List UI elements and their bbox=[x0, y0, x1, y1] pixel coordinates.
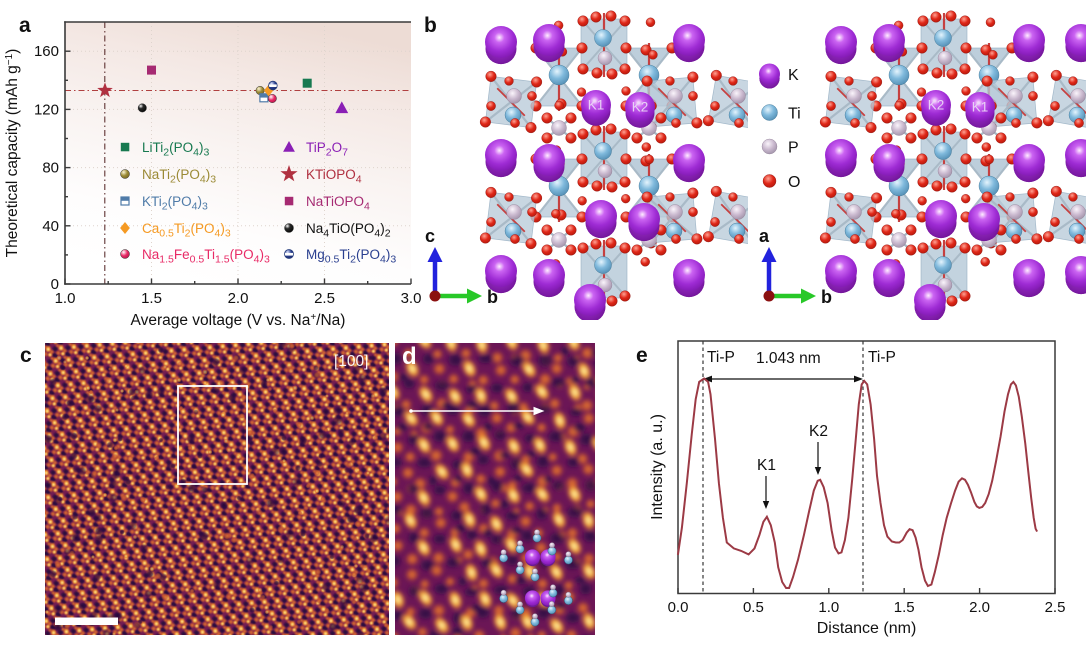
svg-text:K: K bbox=[788, 67, 799, 84]
svg-text:2.5: 2.5 bbox=[1045, 599, 1066, 616]
svg-text:c: c bbox=[20, 344, 32, 367]
svg-text:[100]: [100] bbox=[334, 353, 368, 370]
svg-text:K2: K2 bbox=[928, 98, 945, 113]
svg-text:1.043 nm: 1.043 nm bbox=[756, 350, 821, 367]
svg-text:1.5: 1.5 bbox=[141, 290, 162, 307]
svg-text:P: P bbox=[788, 140, 799, 157]
svg-text:0: 0 bbox=[51, 276, 59, 293]
svg-text:3.0: 3.0 bbox=[401, 290, 422, 307]
svg-text:KTi2(PO4)3: KTi2(PO4)3 bbox=[142, 194, 208, 213]
svg-text:K1: K1 bbox=[757, 457, 776, 474]
svg-text:b: b bbox=[487, 287, 498, 307]
svg-text:40: 40 bbox=[42, 218, 59, 235]
svg-text:TiP2O7: TiP2O7 bbox=[306, 140, 348, 159]
svg-text:Distance (nm): Distance (nm) bbox=[817, 620, 917, 637]
svg-text:b: b bbox=[424, 14, 437, 37]
svg-text:80: 80 bbox=[42, 160, 59, 177]
svg-text:120: 120 bbox=[34, 101, 59, 118]
svg-text:c: c bbox=[425, 226, 435, 246]
svg-text:0.5: 0.5 bbox=[743, 599, 764, 616]
svg-text:e: e bbox=[636, 344, 648, 367]
svg-text:2.0: 2.0 bbox=[228, 290, 249, 307]
svg-text:LiTi2(PO4)3: LiTi2(PO4)3 bbox=[142, 140, 209, 159]
svg-text:d: d bbox=[402, 343, 417, 370]
svg-text:NaTi2(PO4)3: NaTi2(PO4)3 bbox=[142, 167, 216, 186]
svg-text:NaTiOPO4: NaTiOPO4 bbox=[306, 194, 370, 213]
svg-text:K1: K1 bbox=[588, 98, 605, 113]
svg-text:K1: K1 bbox=[972, 100, 989, 115]
svg-text:Ti-P: Ti-P bbox=[707, 349, 735, 366]
svg-text:Ti: Ti bbox=[788, 106, 801, 123]
svg-text:Theoretical capacity (mAh g−1): Theoretical capacity (mAh g−1) bbox=[4, 49, 21, 258]
svg-text:1.0: 1.0 bbox=[55, 290, 76, 307]
svg-text:160: 160 bbox=[34, 43, 59, 60]
svg-text:O: O bbox=[788, 174, 800, 191]
svg-text:Ti-P: Ti-P bbox=[868, 349, 896, 366]
svg-text:b: b bbox=[821, 287, 832, 307]
svg-text:1.0: 1.0 bbox=[818, 599, 839, 616]
svg-text:Na1.5Fe0.5Ti1.5(PO4)3: Na1.5Fe0.5Ti1.5(PO4)3 bbox=[142, 247, 270, 266]
svg-text:2.0: 2.0 bbox=[969, 599, 990, 616]
svg-text:KTiOPO4: KTiOPO4 bbox=[306, 167, 362, 186]
svg-text:K2: K2 bbox=[632, 100, 649, 115]
svg-text:K2: K2 bbox=[809, 423, 828, 440]
svg-text:a: a bbox=[19, 14, 31, 37]
svg-text:1.5: 1.5 bbox=[894, 599, 915, 616]
svg-text:a: a bbox=[759, 226, 770, 246]
svg-text:Average voltage (V vs. Na+/Na): Average voltage (V vs. Na+/Na) bbox=[131, 312, 346, 329]
svg-text:Intensity (a. u.): Intensity (a. u.) bbox=[649, 414, 666, 520]
svg-text:0.0: 0.0 bbox=[668, 599, 689, 616]
svg-text:2.5: 2.5 bbox=[314, 290, 335, 307]
